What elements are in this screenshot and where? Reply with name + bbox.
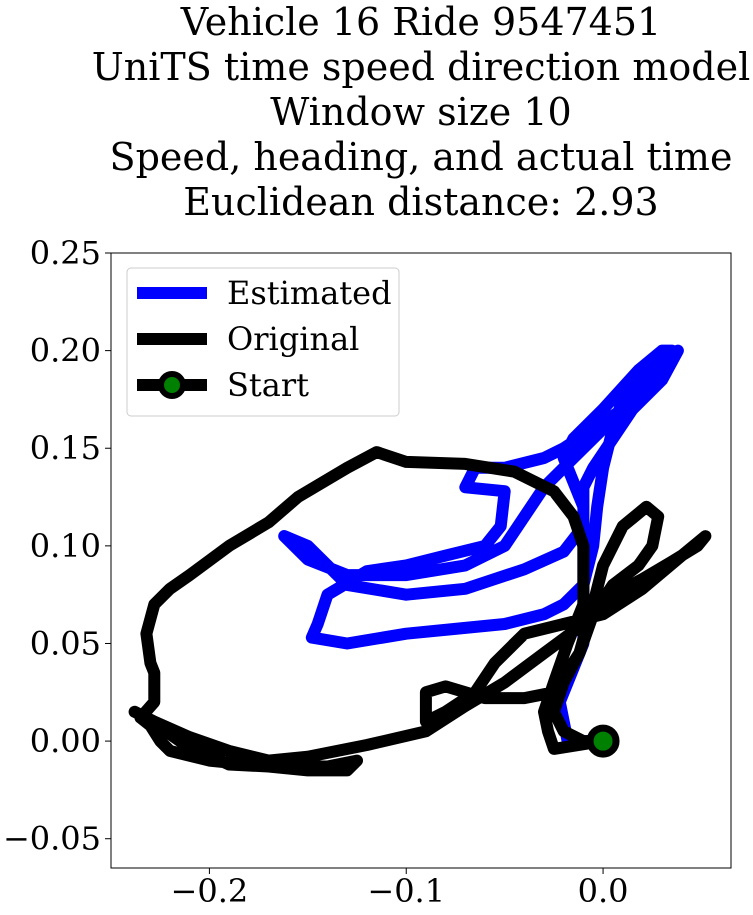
legend: Estimated Original Start [126,267,400,417]
title-line: Window size 10 [270,90,571,134]
start-marker-layer [586,724,620,758]
axes: −0.2 −0.1 0.0 −0.05 0.00 0.05 0.10 0.15 0.20 0.25 [3,234,629,910]
series-line-estimated [278,344,684,748]
legend-label: Original [227,320,359,358]
x-tick-label: −0.2 [171,872,249,910]
y-tick-label: 0.00 [30,722,101,760]
series-line-original [128,446,712,777]
legend-start-marker [158,371,186,399]
x-tick-label: 0.0 [578,872,629,910]
title-line: Euclidean distance: 2.93 [183,180,658,224]
legend-label: Start [227,366,309,404]
y-tick-label: −0.05 [3,820,101,858]
y-tick-label: 0.10 [30,527,101,565]
series-layer [128,344,712,777]
y-tick-label: 0.20 [30,332,101,370]
title-line: Vehicle 16 Ride 9547451 [180,0,661,44]
y-tick-label: 0.25 [30,234,101,272]
x-tick-label: −0.1 [367,872,445,910]
legend-label: Estimated [227,274,392,312]
start-marker [586,724,620,758]
y-tick-label: 0.05 [30,624,101,662]
y-tick-label: 0.15 [30,429,101,467]
title-line: UniTS time speed direction model [92,45,751,89]
title-line: Speed, heading, and actual time [110,135,733,179]
